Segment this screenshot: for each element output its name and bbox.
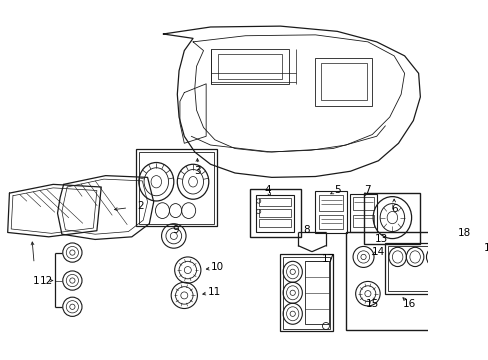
Bar [318,195,343,211]
Text: 1: 1 [32,276,39,287]
Text: 8: 8 [303,225,309,235]
Text: 18: 18 [456,228,470,238]
Bar [259,219,290,227]
Bar [350,194,376,233]
Bar [249,189,300,237]
Text: 5: 5 [333,185,340,195]
Text: 2: 2 [137,201,143,211]
Bar [346,233,468,330]
Text: 14: 14 [371,247,384,257]
Bar [280,254,332,331]
Text: 7: 7 [364,185,370,195]
Bar [259,209,290,217]
Bar [315,192,346,233]
Text: 19: 19 [483,243,488,253]
Bar [305,261,329,324]
Text: 12: 12 [40,275,53,285]
Bar [315,58,371,106]
Bar [136,149,216,226]
Bar [363,193,420,244]
Bar [320,63,366,100]
Bar [387,246,452,291]
Text: 15: 15 [365,299,378,309]
Text: 11: 11 [207,287,220,297]
Bar [139,152,214,224]
Text: 16: 16 [403,299,416,309]
Text: 13: 13 [374,234,387,244]
Text: 6: 6 [390,204,397,214]
Bar [217,54,282,78]
Bar [283,257,329,329]
Text: 17: 17 [321,254,334,264]
Bar [259,198,290,206]
Text: 4: 4 [264,185,270,195]
Bar [210,49,288,84]
Text: 9: 9 [172,225,179,235]
Bar [352,215,373,227]
Bar [256,195,294,231]
Text: 3: 3 [194,166,200,176]
Bar [385,243,454,294]
Bar [352,198,373,210]
Bar [318,215,343,229]
Text: 10: 10 [210,262,224,273]
